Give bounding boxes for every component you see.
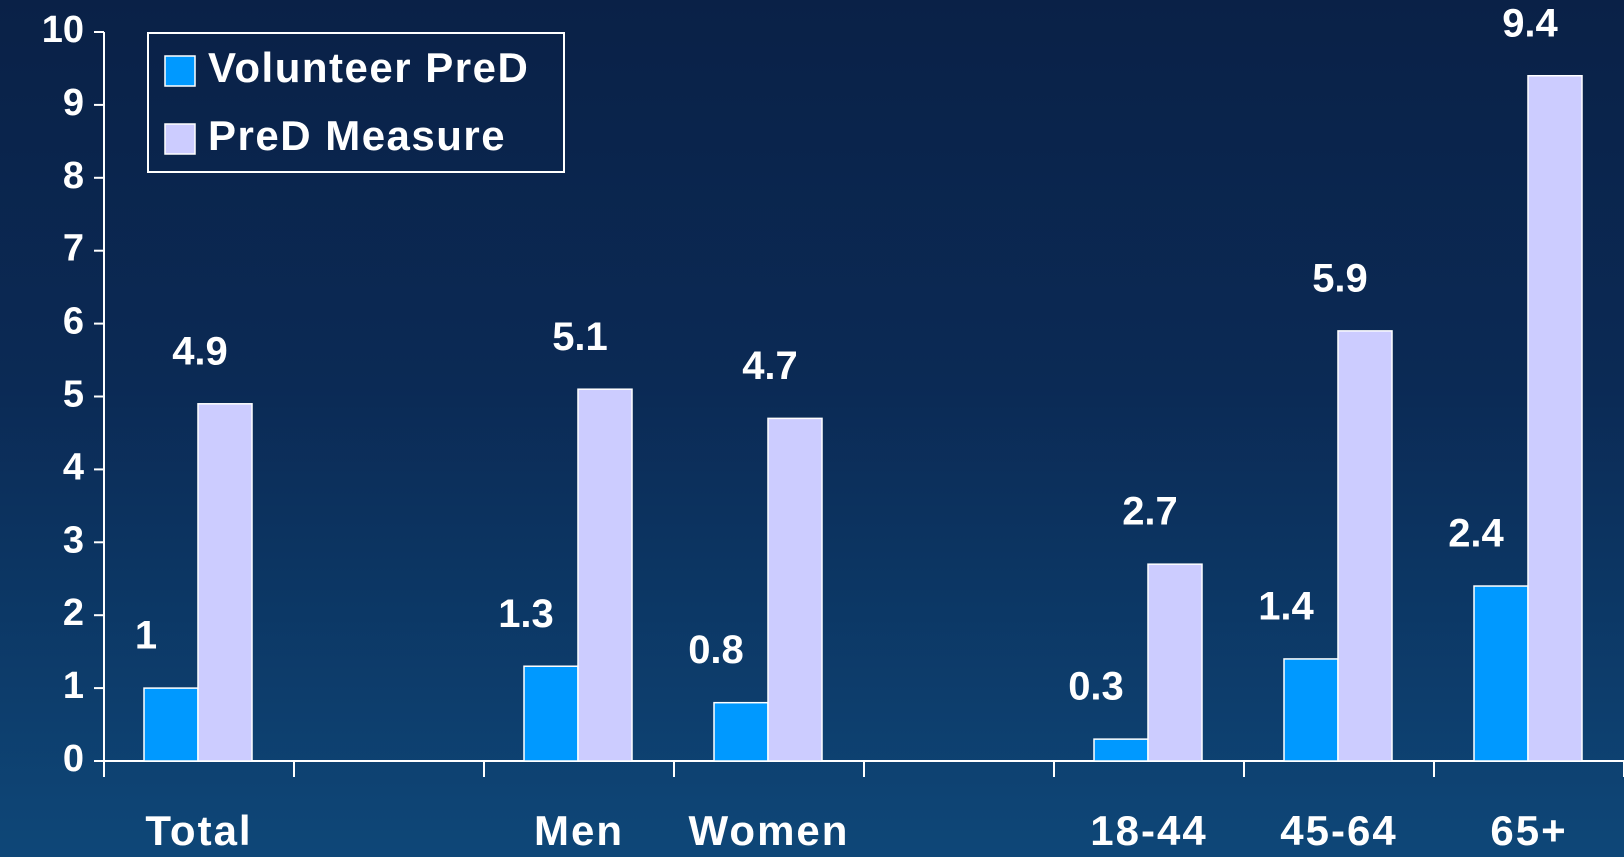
bar — [143, 687, 199, 762]
y-tick-label: 1 — [63, 665, 84, 707]
x-tick-label: Men — [534, 807, 624, 854]
value-label: 5.1 — [552, 315, 608, 359]
value-label: 9.4 — [1502, 1, 1558, 45]
value-label: 2.4 — [1448, 512, 1504, 556]
y-tick-label: 7 — [63, 228, 84, 270]
bar — [197, 403, 253, 762]
x-tick-label: 18-44 — [1090, 807, 1207, 854]
y-tick-label: 4 — [63, 446, 84, 488]
y-tick-label: 0 — [63, 738, 84, 780]
y-tick-label: 2 — [63, 592, 84, 634]
value-label: 0.3 — [1068, 665, 1124, 709]
x-tick-label: Total — [145, 807, 252, 854]
value-label: 1 — [135, 614, 157, 658]
bar — [523, 665, 579, 762]
bar — [1337, 330, 1393, 762]
bar — [1527, 74, 1583, 762]
legend-label: PreD Measure — [208, 112, 506, 159]
y-tick-label: 3 — [63, 519, 84, 561]
x-tick-label: Women — [689, 807, 850, 854]
bar — [1093, 738, 1149, 762]
value-label: 0.8 — [688, 628, 744, 672]
value-label: 4.7 — [742, 344, 798, 388]
bar — [1147, 563, 1203, 762]
y-tick-label: 9 — [63, 82, 84, 124]
y-tick-label: 5 — [63, 374, 84, 416]
y-tick-label: 10 — [42, 9, 84, 51]
bar — [713, 701, 769, 762]
legend-swatch — [164, 55, 196, 87]
y-tick-label: 8 — [63, 155, 84, 197]
value-label: 2.7 — [1122, 490, 1178, 534]
legend-swatch — [164, 123, 196, 155]
value-label: 5.9 — [1312, 256, 1368, 300]
bar — [1473, 585, 1529, 762]
legend-label: Volunteer PreD — [208, 44, 529, 91]
bar — [577, 388, 633, 762]
value-label: 1.4 — [1258, 585, 1314, 629]
value-label: 1.3 — [498, 592, 554, 636]
legend-box — [147, 32, 565, 173]
bar — [1283, 658, 1339, 762]
x-tick-label: 45-64 — [1280, 807, 1397, 854]
y-tick-label: 6 — [63, 301, 84, 343]
x-tick-label: 65+ — [1490, 807, 1567, 854]
value-label: 4.9 — [172, 329, 228, 373]
bar — [767, 417, 823, 762]
